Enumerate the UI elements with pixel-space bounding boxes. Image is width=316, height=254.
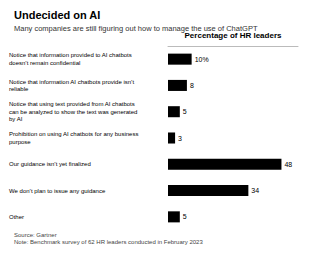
svg-text:Our guidance isn’t yet finaliz: Our guidance isn’t yet finalized	[9, 161, 91, 167]
svg-text:5: 5	[183, 213, 187, 220]
svg-text:Percentage of HR leaders: Percentage of HR leaders	[184, 30, 282, 40]
svg-text:8: 8	[190, 82, 194, 89]
svg-text:Other: Other	[9, 214, 24, 220]
svg-text:Undecided on AI: Undecided on AI	[14, 9, 100, 21]
svg-text:doesn’t remain confidential: doesn’t remain confidential	[9, 60, 80, 66]
svg-text:34: 34	[251, 187, 259, 194]
svg-text:Note: Benchmark survey of 62 H: Note: Benchmark survey of 62 HR leaders …	[14, 239, 203, 245]
svg-text:Notice that information provid: Notice that information provided to AI c…	[9, 52, 132, 58]
svg-text:purpose: purpose	[9, 139, 31, 145]
svg-text:Notice that using text provide: Notice that using text provided from AI …	[9, 101, 135, 107]
svg-text:We don’t plan to issue any gui: We don’t plan to issue any guidance	[9, 188, 106, 194]
svg-text:reliable: reliable	[9, 86, 29, 92]
svg-text:Prohibition on using AI chatbo: Prohibition on using AI chatbots for any…	[9, 131, 138, 137]
svg-text:48: 48	[284, 161, 292, 168]
svg-text:can be analyzed to show the te: can be analyzed to show the text was gen…	[9, 109, 137, 115]
svg-text:Notice that information AI cha: Notice that information AI chatbots prov…	[9, 79, 134, 85]
svg-text:Source: Gartner: Source: Gartner	[14, 232, 57, 238]
svg-text:by AI: by AI	[9, 116, 23, 122]
svg-text:10%: 10%	[195, 56, 209, 63]
svg-text:Many companies are still figur: Many companies are still figuring out ho…	[14, 24, 258, 33]
svg-text:5: 5	[183, 108, 187, 115]
svg-text:3: 3	[178, 135, 182, 142]
